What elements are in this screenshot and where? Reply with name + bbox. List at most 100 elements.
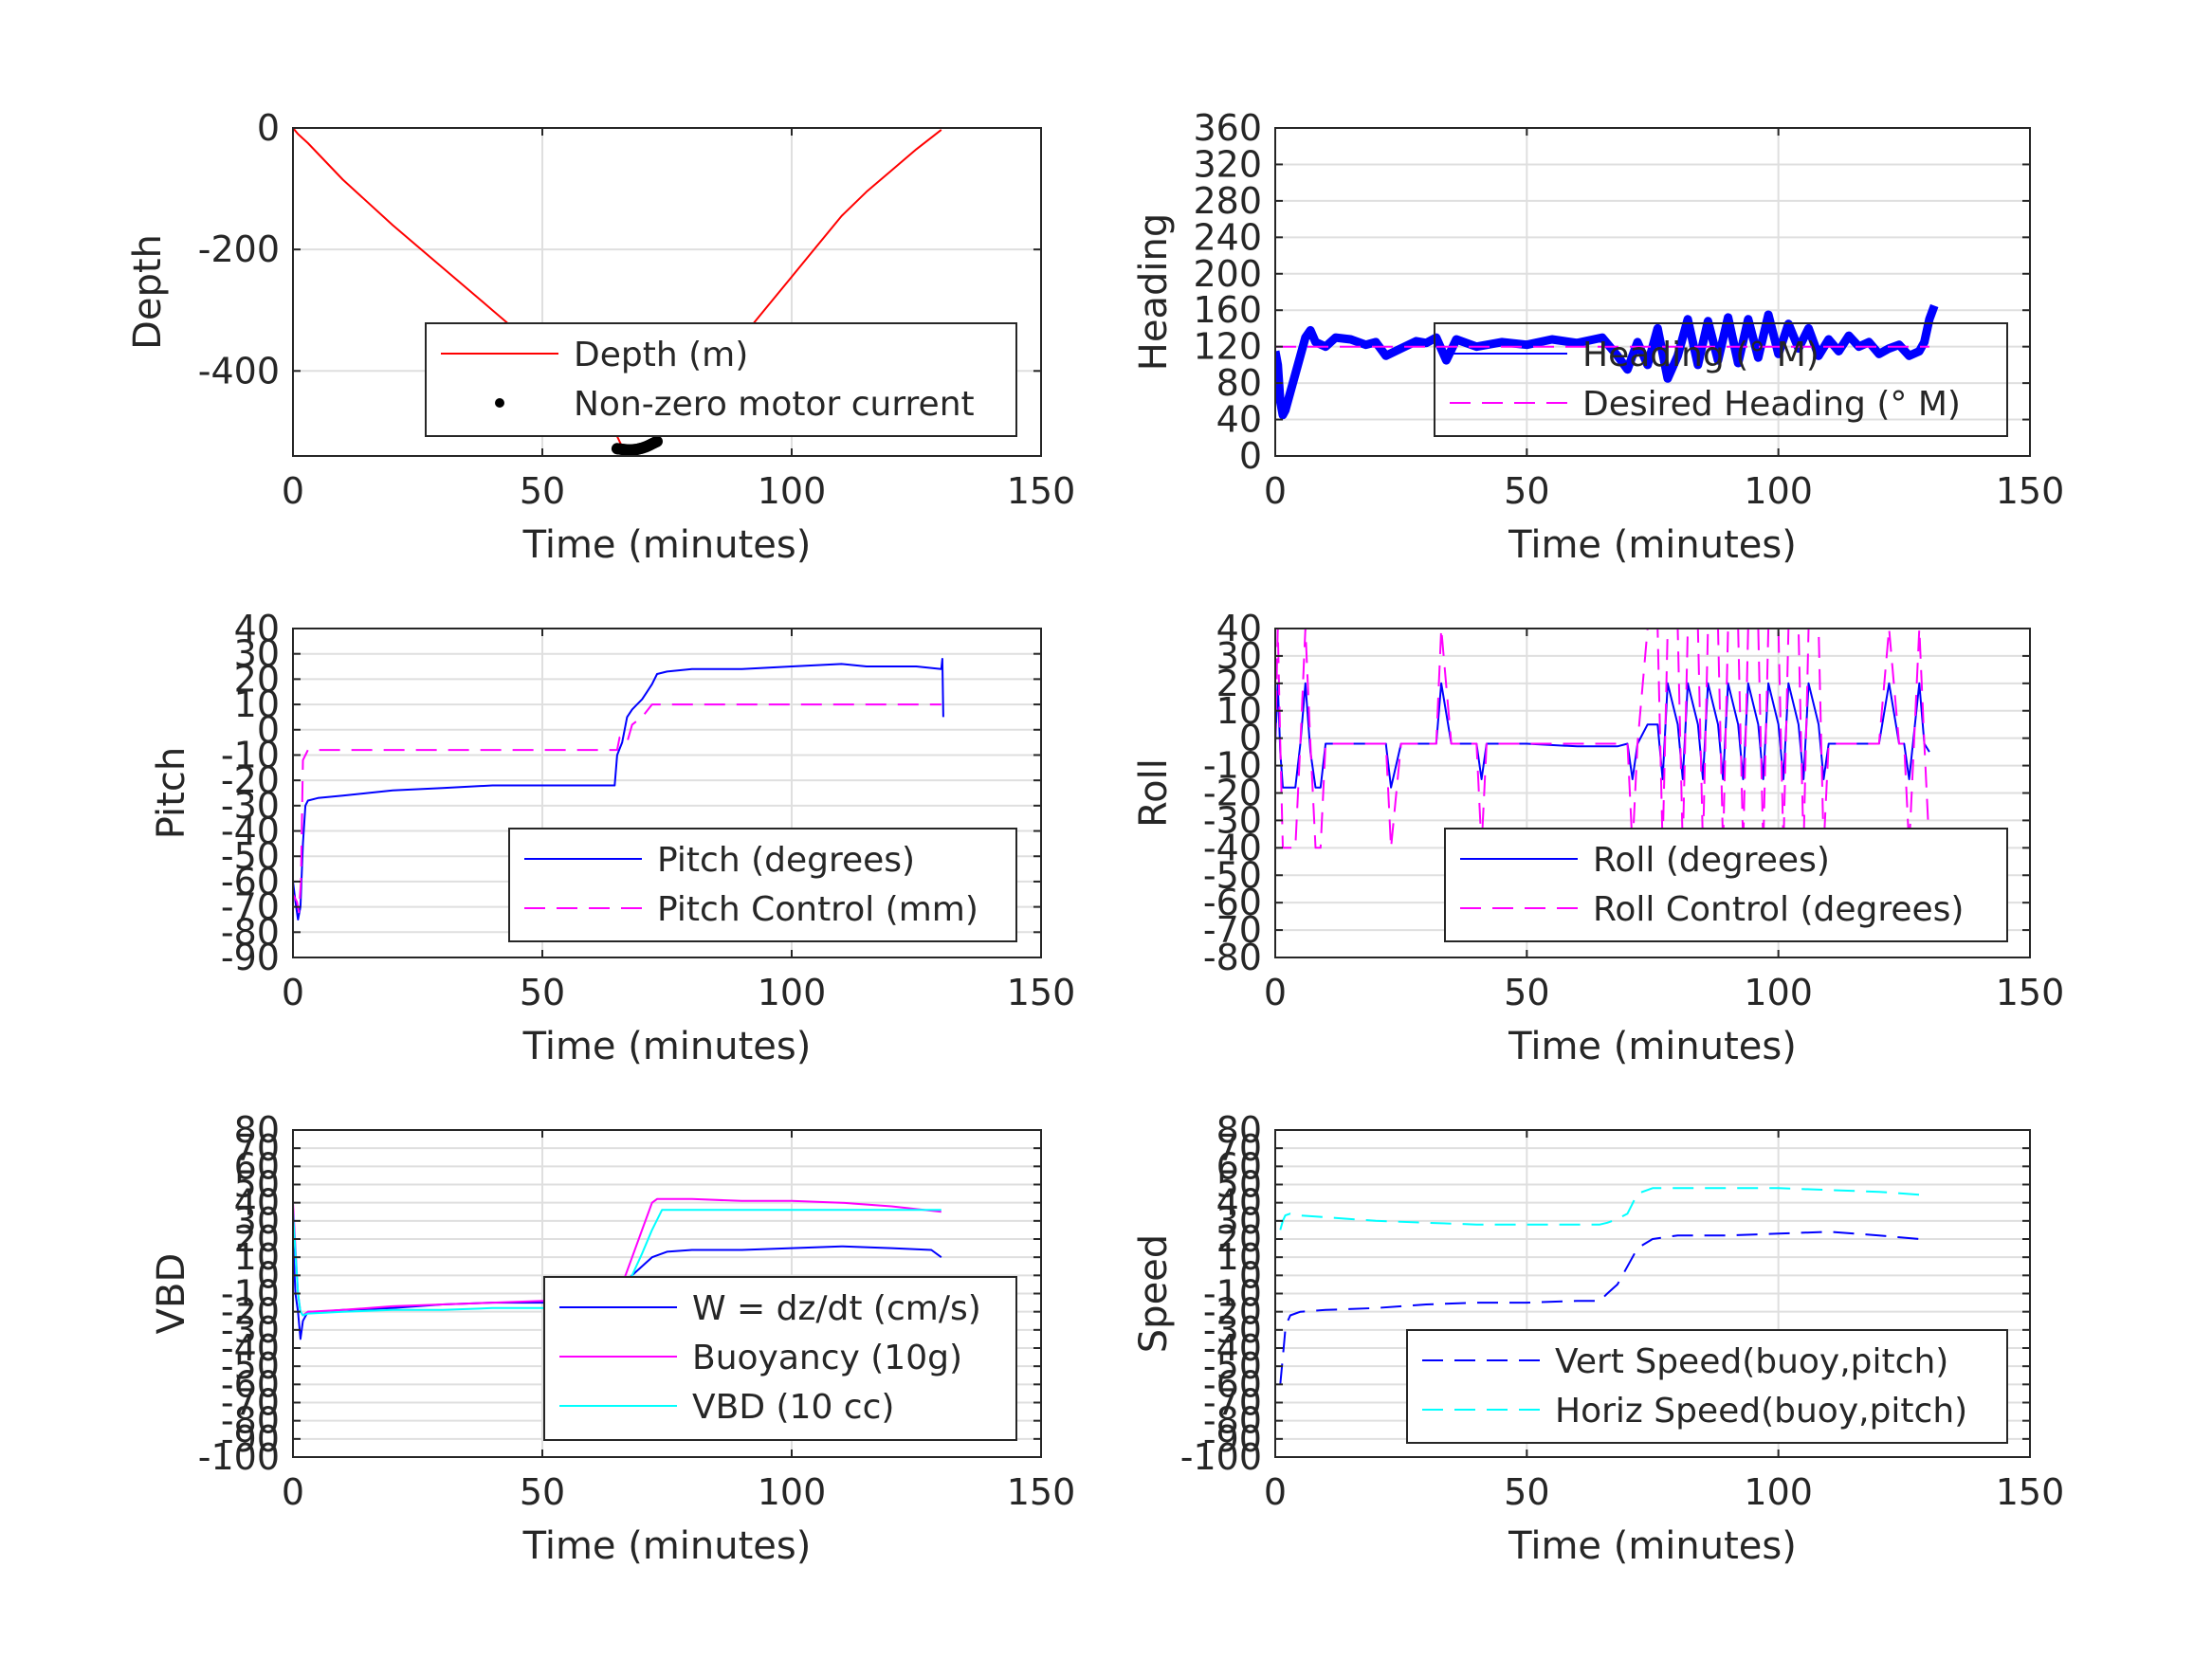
series-group	[1275, 629, 1930, 849]
x-tick-label: 50	[1504, 1471, 1549, 1513]
x-tick-label: 0	[1264, 972, 1287, 1013]
y-tick-label: 0	[257, 1254, 280, 1296]
y-tick-label: 20	[1216, 1218, 1262, 1260]
x-axis-label: Time (minutes)	[522, 523, 812, 567]
y-tick-label: 50	[1216, 1164, 1262, 1206]
x-tick-label: 50	[520, 972, 565, 1013]
y-tick-label: 0	[257, 107, 280, 149]
x-tick-label: 0	[1264, 1471, 1287, 1513]
y-tick-label: 40	[1216, 608, 1262, 649]
legend: Pitch (degrees) Pitch Control (mm)	[508, 828, 1017, 942]
y-tick-label: 20	[234, 658, 280, 700]
x-tick-label: 150	[1996, 972, 2065, 1013]
y-tick-label: 30	[1216, 1200, 1262, 1242]
y-tick-label: 320	[1193, 143, 1262, 185]
y-tick-label: -40	[1203, 827, 1262, 868]
x-tick-label: 100	[1744, 972, 1813, 1013]
plot-area	[1275, 128, 2030, 456]
y-tick-label: -50	[1203, 854, 1262, 896]
y-tick-label: -80	[221, 911, 280, 953]
y-tick-label: 10	[1216, 690, 1262, 732]
panel-pitch: 0 50 100 150403020100-10-20-30-40-50-60-70-…	[150, 608, 1075, 1068]
x-axis-label: Time (minutes)	[1508, 1524, 1797, 1568]
y-tick-label: -10	[1203, 1273, 1262, 1315]
y-tick-label: -70	[1203, 1382, 1262, 1424]
series-group	[1275, 303, 1939, 420]
y-tick-label: -100	[198, 1436, 280, 1478]
y-tick-label: -20	[221, 1291, 280, 1333]
y-tick-label: -50	[221, 835, 280, 877]
y-tick-label: -20	[1203, 1291, 1262, 1333]
series-pitch-0	[293, 658, 944, 921]
y-tick-label: 20	[234, 1218, 280, 1260]
x-tick-label: 100	[758, 972, 827, 1013]
y-tick-label: 120	[1193, 326, 1262, 368]
y-axis-label: Roll	[1132, 758, 1176, 828]
y-tick-label: -10	[221, 1273, 280, 1315]
y-tick-label: -30	[221, 785, 280, 827]
y-tick-label: 40	[1216, 399, 1262, 441]
y-tick-label: -60	[221, 861, 280, 902]
x-tick-label: 150	[1007, 1471, 1076, 1513]
y-tick-label: 60	[234, 1145, 280, 1187]
axes-frame	[292, 127, 1042, 457]
y-tick-label: -70	[221, 886, 280, 928]
y-tick-label: -60	[1203, 882, 1262, 923]
y-tick-label: -10	[221, 734, 280, 775]
series-speed-1	[1279, 1187, 1929, 1231]
y-tick-label: -30	[1203, 799, 1262, 841]
y-tick-label: -80	[221, 1400, 280, 1442]
y-tick-label: -60	[1203, 1363, 1262, 1405]
legend: W = dz/dt (cm/s) Buoyancy (10g) VBD (10 cc…	[543, 1276, 1017, 1441]
y-axis-label: Pitch	[150, 747, 193, 839]
x-tick-label: 50	[520, 470, 565, 512]
legend-entry-label: Heading (° M)	[1582, 336, 1819, 374]
y-tick-label: -30	[221, 1309, 280, 1351]
y-tick-label: 40	[234, 1182, 280, 1224]
legend: Vert Speed(buoy,pitch) Horiz Speed(buoy,p…	[1406, 1329, 2008, 1444]
y-axis-label: Depth	[126, 234, 170, 350]
y-tick-label: 360	[1193, 107, 1262, 149]
series-pitch-1	[293, 703, 941, 913]
legend-entry-label: Desired Heading (° M)	[1582, 385, 1961, 424]
y-tick-label: -400	[198, 350, 280, 392]
y-tick-label: 0	[1239, 718, 1262, 759]
y-tick-label: 80	[1216, 362, 1262, 404]
y-tick-label: -10	[1203, 745, 1262, 787]
legend-entry-label: W = dz/dt (cm/s)	[692, 1289, 981, 1328]
x-tick-label: 100	[758, 1471, 827, 1513]
legend-box	[508, 828, 1017, 942]
legend-entry-label: Roll Control (degrees)	[1593, 890, 1964, 929]
y-tick-label: -40	[1203, 1327, 1262, 1369]
x-tick-label: 100	[758, 470, 827, 512]
y-tick-label: 70	[234, 1127, 280, 1169]
x-axis-label: Time (minutes)	[1508, 523, 1797, 567]
series-roll-0	[1275, 682, 1930, 789]
y-tick-label: 10	[234, 684, 280, 725]
x-tick-label: 150	[1007, 972, 1076, 1013]
legend-marker-dot	[495, 398, 504, 408]
legend-entry-label: Pitch Control (mm)	[657, 890, 978, 929]
y-tick-label: -90	[1203, 1418, 1262, 1460]
legend-entry-label: Horiz Speed(buoy,pitch)	[1555, 1392, 1967, 1431]
series-depth-1	[611, 435, 663, 456]
y-tick-label: 160	[1193, 289, 1262, 331]
x-tick-label: 50	[1504, 470, 1549, 512]
x-tick-label: 50	[1504, 972, 1549, 1013]
legend: Roll (degrees) Roll Control (degrees)	[1444, 828, 2008, 942]
y-axis-label: Heading	[1132, 213, 1176, 371]
legend-entry-label: VBD (10 cc)	[692, 1388, 894, 1427]
y-tick-label: 80	[234, 1109, 280, 1151]
x-tick-label: 100	[1744, 470, 1813, 512]
legend-box	[1434, 322, 2008, 437]
y-tick-label: 80	[1216, 1109, 1262, 1151]
x-axis-label: Time (minutes)	[1508, 1025, 1797, 1068]
axes-frame	[1274, 127, 2031, 457]
y-tick-label: 30	[1216, 635, 1262, 677]
y-tick-label: 0	[1239, 435, 1262, 477]
legend-entry-label: Non-zero motor current	[574, 385, 975, 424]
series-heading-0	[1275, 303, 1939, 420]
legend-box	[1406, 1329, 2008, 1444]
x-tick-label: 0	[282, 972, 304, 1013]
